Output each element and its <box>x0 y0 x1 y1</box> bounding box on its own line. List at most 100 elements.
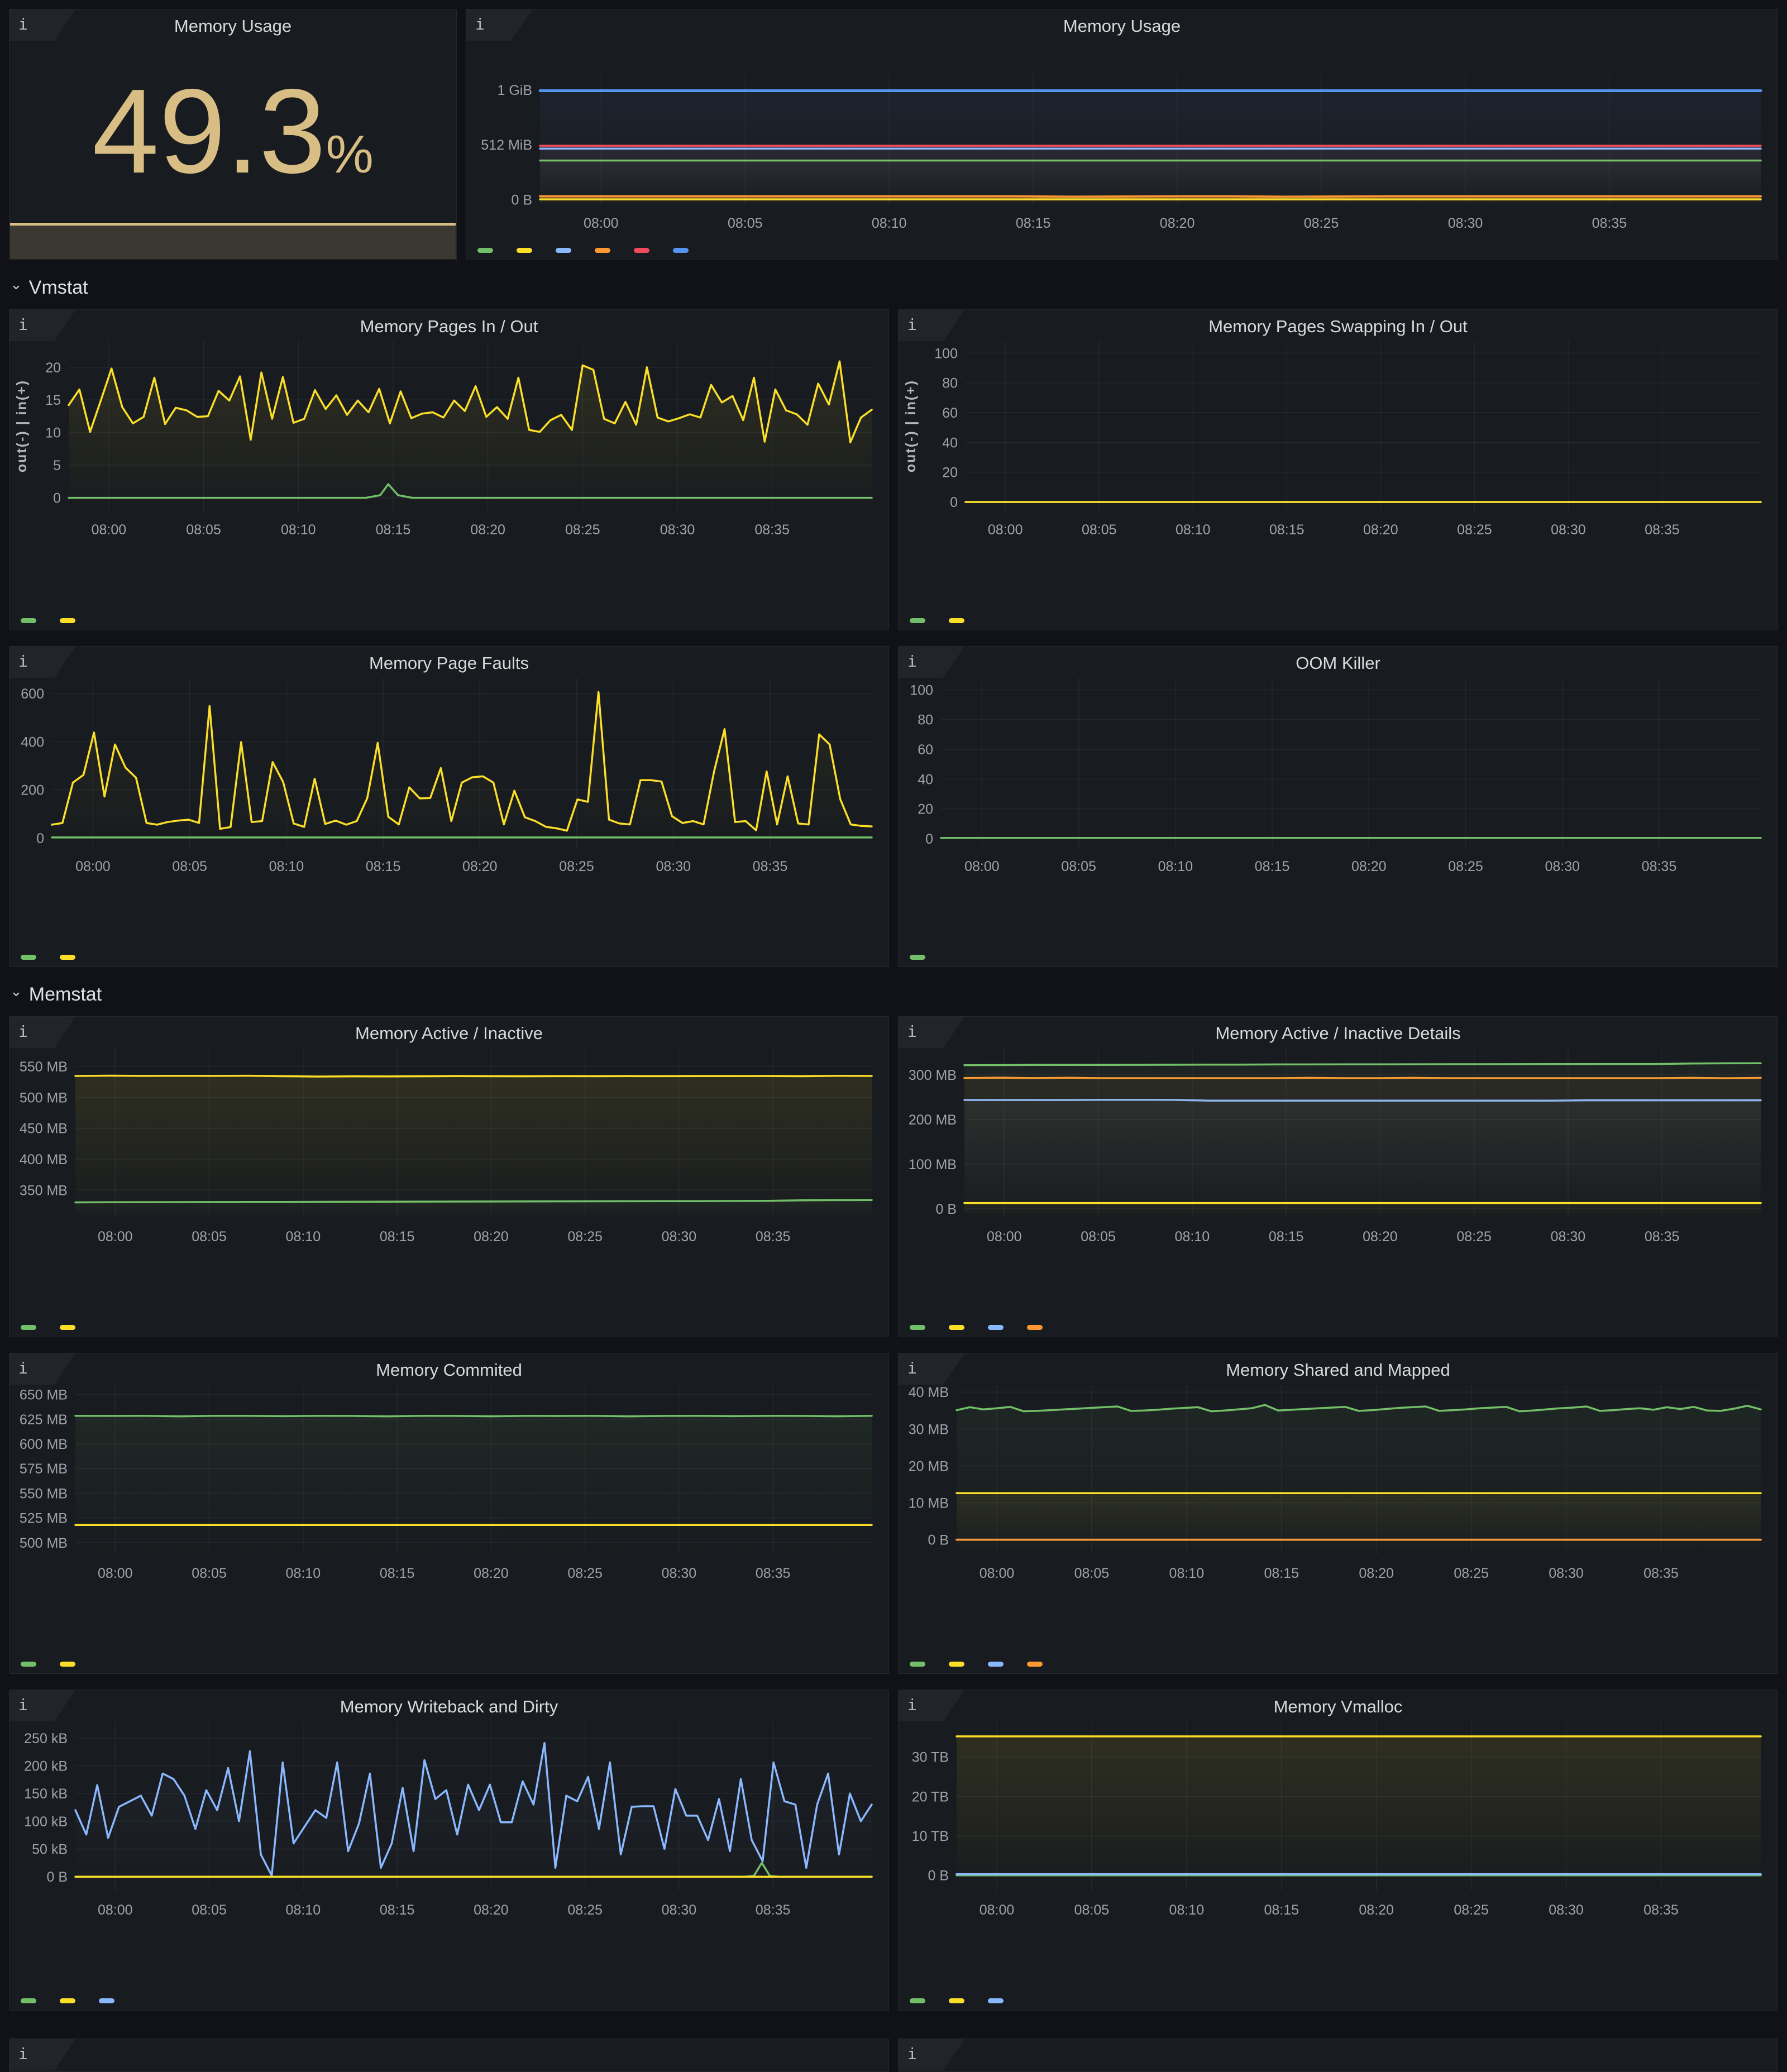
x-tick-label: 08:00 <box>964 859 1000 874</box>
panel-title[interactable]: Memory Vmalloc <box>1273 1697 1403 1716</box>
x-tick-label: 08:30 <box>662 1566 697 1581</box>
x-tick-label: 08:10 <box>872 216 907 231</box>
y-tick-label: 20 TB <box>912 1789 949 1805</box>
legend-item[interactable] <box>910 1662 932 1667</box>
y-tick-label: 50 kB <box>32 1841 68 1857</box>
legend-item[interactable] <box>1027 1325 1049 1330</box>
panel-info-icon[interactable]: i <box>9 9 75 41</box>
panel-title[interactable]: Memory Page Faults <box>369 653 529 673</box>
legend-item[interactable] <box>99 1998 121 2003</box>
panel-title[interactable]: Memory Usage <box>1063 16 1181 36</box>
y-tick-label: 15 <box>45 393 61 408</box>
section-header-memstat[interactable]: ⌄ Memstat <box>10 980 1778 1008</box>
legend-item[interactable] <box>595 248 617 253</box>
legend-item[interactable] <box>949 1662 971 1667</box>
panel-title[interactable]: Memory Commited <box>376 1360 522 1380</box>
legend-item[interactable] <box>477 248 500 253</box>
x-tick-label: 08:10 <box>286 1566 321 1581</box>
panel-partial: i <box>9 2038 889 2072</box>
legend-item[interactable] <box>60 1325 82 1330</box>
info-icon: i <box>907 1696 917 1714</box>
legend-item[interactable] <box>556 248 578 253</box>
legend-item[interactable] <box>60 955 82 960</box>
panel-memory-active-inactive-details: i Memory Active / Inactive Details 0 B 100 … <box>898 1016 1778 1337</box>
panel-title[interactable]: Memory Active / Inactive Details <box>1215 1023 1461 1043</box>
legend-item[interactable] <box>910 618 932 623</box>
chart-canvas[interactable]: 0 200 400 600 08:00 08:05 08:10 08:15 08:20 08:25… <box>9 647 888 966</box>
x-tick-label: 08:10 <box>286 1902 321 1918</box>
legend-swatch <box>556 248 571 253</box>
x-tick-label: 08:35 <box>1592 216 1627 231</box>
legend-item[interactable] <box>910 955 932 960</box>
section-header-vmstat[interactable]: ⌄ Vmstat <box>10 274 1778 302</box>
legend-item[interactable] <box>910 1998 932 2003</box>
x-tick-label: 08:35 <box>1643 1566 1679 1581</box>
legend-item[interactable] <box>1027 1662 1049 1667</box>
y-tick-label: 60 <box>942 405 958 421</box>
legend-item[interactable] <box>673 248 695 253</box>
legend-item[interactable] <box>60 1998 82 2003</box>
x-tick-label: 08:05 <box>192 1566 227 1581</box>
panel-info-icon[interactable]: i <box>899 1353 964 1385</box>
panel-title[interactable]: Memory Pages In / Out <box>360 317 538 336</box>
legend-item[interactable] <box>60 618 82 623</box>
chart-canvas[interactable]: 350 MB 400 MB 450 MB 500 MB 550 MB 08:00 08:05… <box>9 1017 888 1337</box>
chart-canvas[interactable]: 0 B 50 kB 100 kB 150 kB 200 kB 250 kB 08:00 08:… <box>9 1690 888 2010</box>
x-tick-label: 08:30 <box>662 1902 697 1918</box>
y-tick-label: 100 kB <box>24 1814 68 1830</box>
y-tick-label: 200 <box>21 783 44 798</box>
chart-legend <box>910 1662 1049 1667</box>
chart-canvas[interactable]: 0 B 100 MB 200 MB 300 MB 08:00 08:05 08:10 08:1… <box>899 1017 1778 1337</box>
panel-title[interactable]: Memory Pages Swapping In / Out <box>1208 317 1468 336</box>
chart-canvas[interactable]: 0 B 512 MiB 1 GiB 08:00 08:05 08:10 08:15 08:20… <box>466 9 1778 260</box>
chart-canvas[interactable]: 0 5 10 15 20 08:00 08:05 08:10 08:15 08:20 08:25 08… <box>9 310 888 630</box>
legend-swatch <box>1027 1662 1043 1667</box>
legend-item[interactable] <box>634 248 656 253</box>
legend-item[interactable] <box>21 1998 43 2003</box>
legend-item[interactable] <box>60 1662 82 1667</box>
chart-canvas[interactable]: 0 B 10 MB 20 MB 30 MB 40 MB 08:00 08:05 08:10 08… <box>899 1353 1778 1673</box>
panel-info-icon[interactable]: i <box>466 9 532 41</box>
series-area <box>75 1743 872 1891</box>
panel-oom-killer: i OOM Killer 0 20 40 60 80 100 08:00 08:05 08:10 08… <box>898 646 1778 967</box>
legend-item[interactable] <box>910 1325 932 1330</box>
x-tick-label: 08:00 <box>98 1229 133 1245</box>
legend-item[interactable] <box>949 618 971 623</box>
legend-item[interactable] <box>949 1325 971 1330</box>
y-tick-label: 200 MB <box>909 1112 957 1128</box>
panel-memory-active-inactive: i Memory Active / Inactive 350 MB 400 MB 450… <box>9 1016 889 1337</box>
y-tick-label: 600 <box>21 686 44 702</box>
legend-item[interactable] <box>21 1662 43 1667</box>
y-tick-label: 0 <box>925 831 933 847</box>
panel-title[interactable]: Memory Writeback and Dirty <box>340 1697 558 1716</box>
legend-swatch <box>477 248 493 253</box>
chart-legend <box>21 618 82 623</box>
legend-item[interactable] <box>988 1998 1010 2003</box>
panel-title[interactable]: Memory Usage <box>174 16 292 36</box>
legend-item[interactable] <box>21 618 43 623</box>
legend-item[interactable] <box>949 1998 971 2003</box>
panel-info-icon[interactable]: i <box>9 1017 75 1048</box>
legend-swatch <box>949 1998 964 2003</box>
legend-item[interactable] <box>988 1325 1010 1330</box>
chart-canvas[interactable]: 0 20 40 60 80 100 08:00 08:05 08:10 08:15 08:20 08:… <box>899 310 1778 630</box>
panel-title[interactable]: OOM Killer <box>1296 653 1380 673</box>
panel-title[interactable]: Memory Active / Inactive <box>355 1023 543 1043</box>
chart-canvas[interactable]: 0 B 10 TB 20 TB 30 TB 08:00 08:05 08:10 08:15 08… <box>899 1690 1778 2010</box>
panel-title[interactable]: Memory Shared and Mapped <box>1226 1360 1450 1380</box>
legend-item[interactable] <box>21 1325 43 1330</box>
chart-canvas[interactable]: 0 20 40 60 80 100 08:00 08:05 08:10 08:15 08:20 08:… <box>899 647 1778 966</box>
legend-item[interactable] <box>21 955 43 960</box>
series-line-page-out <box>68 360 873 443</box>
legend-item[interactable] <box>988 1662 1010 1667</box>
panel-info-icon[interactable]: i <box>9 2039 75 2070</box>
info-icon: i <box>18 1359 28 1377</box>
legend-item[interactable] <box>517 248 539 253</box>
x-tick-label: 08:00 <box>92 522 127 538</box>
chart-canvas[interactable]: 500 MB 525 MB 550 MB 575 MB 600 MB 625 MB 650 … <box>9 1353 888 1673</box>
x-tick-label: 08:25 <box>559 859 594 874</box>
panel-info-icon[interactable]: i <box>899 2039 964 2070</box>
legend-swatch <box>910 1662 925 1667</box>
x-tick-label: 08:05 <box>1074 1902 1110 1918</box>
y-tick-label: 20 <box>45 360 61 376</box>
